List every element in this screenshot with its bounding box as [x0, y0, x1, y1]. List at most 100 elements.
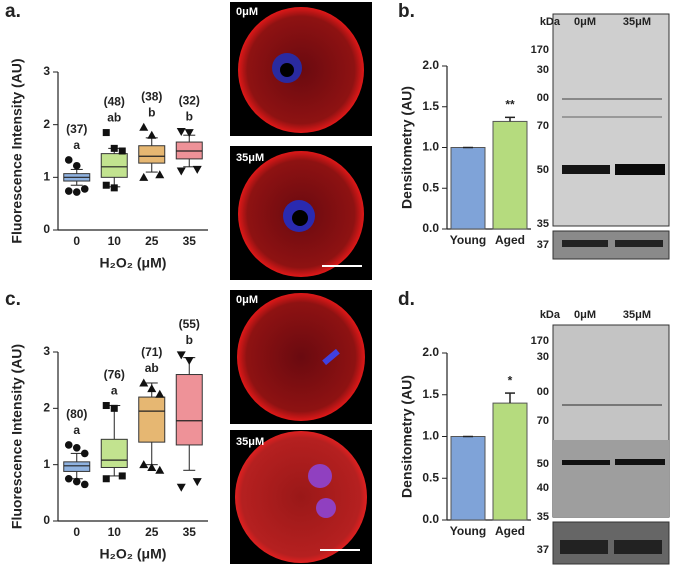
x-tick-label: 25: [145, 525, 159, 539]
y-tick-label: 0.5: [422, 470, 439, 484]
outlier: [192, 165, 202, 174]
western-blot: kDa 0μM 35μM 37: [537, 309, 670, 565]
micrograph: 35μM: [230, 430, 372, 564]
y-tick-label: 0: [43, 222, 50, 236]
x-tick-label: 25: [145, 234, 159, 248]
bar: [492, 120, 528, 230]
x-tick-label: 0: [73, 234, 80, 248]
outlier: [118, 472, 126, 480]
blot-header: kDa: [540, 16, 561, 28]
bar: [450, 436, 486, 521]
panel-label: b.: [398, 1, 415, 22]
x-tick-label: 35: [183, 525, 197, 539]
y-axis-label: Fluorescence Intensity (AU): [9, 58, 25, 243]
outlier: [139, 172, 149, 181]
bar: [450, 147, 486, 230]
group-letter: b: [148, 105, 155, 119]
blot-header: kDa: [540, 309, 561, 321]
outlier: [176, 483, 186, 492]
x-tick-label: Aged: [495, 524, 525, 538]
western-blot: kDa 0μM 35μM 37: [537, 13, 670, 260]
outlier: [139, 122, 149, 131]
x-axis-label: H₂O₂ (μM): [100, 255, 167, 271]
blot-marker: 70: [537, 120, 549, 132]
outlier: [102, 181, 110, 189]
y-tick-label: 3: [43, 344, 50, 358]
blot-marker: 170: [531, 44, 549, 56]
y-tick-label: 0: [43, 513, 50, 527]
outlier: [155, 389, 165, 398]
outlier: [102, 402, 110, 410]
outlier: [139, 460, 149, 469]
significance: **: [505, 98, 515, 112]
blot-marker: 30: [537, 351, 549, 363]
panel-label: a.: [5, 1, 21, 22]
x-tick-label: Young: [450, 524, 486, 538]
panel-label: d.: [398, 289, 415, 310]
group-letter: ab: [145, 361, 159, 375]
significance: *: [508, 373, 513, 387]
y-tick-label: 3: [43, 64, 50, 78]
y-tick-label: 1.5: [422, 387, 439, 401]
box: [100, 153, 128, 178]
group-letter: a: [73, 423, 80, 437]
outlier: [72, 443, 81, 452]
x-tick-label: Young: [450, 233, 486, 247]
outlier: [176, 167, 186, 176]
bar: [492, 402, 528, 521]
box: [100, 438, 128, 468]
x-tick-label: 0: [73, 525, 80, 539]
group-count: (71): [141, 345, 162, 359]
outlier: [147, 384, 157, 393]
outlier: [155, 465, 165, 474]
y-tick-label: 1.0: [422, 140, 439, 154]
outlier: [110, 144, 118, 152]
outlier: [110, 184, 118, 192]
outlier: [72, 477, 81, 486]
outlier: [147, 462, 157, 471]
outlier: [80, 185, 89, 193]
blot-marker: 35: [537, 218, 549, 230]
blot-marker: 50: [537, 164, 549, 176]
blot-marker: 00: [537, 386, 549, 398]
y-tick-label: 2.0: [422, 345, 439, 359]
micrograph: 0μM: [230, 290, 372, 424]
micrograph-label: 35μM: [236, 436, 264, 448]
group-letter: ab: [107, 111, 121, 125]
group-count: (76): [104, 368, 125, 382]
outlier: [102, 129, 110, 137]
blot-marker: 30: [537, 64, 549, 76]
box: [138, 396, 166, 443]
y-tick-label: 1: [43, 457, 50, 471]
blot-marker: 50: [537, 458, 549, 470]
outlier: [147, 130, 157, 139]
outlier: [64, 441, 73, 449]
outlier: [80, 480, 89, 489]
y-tick-label: 2: [43, 117, 50, 131]
box: [63, 461, 91, 472]
group-count: (55): [179, 317, 200, 331]
group-count: (32): [179, 94, 200, 108]
group-count: (80): [66, 407, 87, 421]
outlier: [64, 156, 73, 164]
x-tick-label: Aged: [495, 233, 525, 247]
micrograph-label: 35μM: [236, 152, 264, 164]
x-tick-label: 10: [108, 525, 122, 539]
box: [175, 374, 203, 446]
group-letter: a: [111, 384, 118, 398]
y-tick-label: 0.5: [422, 180, 439, 194]
outlier: [102, 475, 110, 483]
micrograph: 0μM: [230, 2, 372, 136]
y-axis-label: Densitometry (AU): [399, 375, 415, 498]
group-letter: b: [186, 110, 193, 124]
micrograph-label: 0μM: [236, 6, 258, 18]
y-axis-label: Densitometry (AU): [399, 86, 415, 209]
x-axis-label: H₂O₂ (μM): [100, 546, 167, 562]
group-letter: b: [186, 333, 193, 347]
loading-marker: 37: [537, 544, 549, 556]
group-count: (48): [104, 95, 125, 109]
lane-label: 0μM: [574, 309, 596, 321]
blot-marker: 00: [537, 92, 549, 104]
lane-label: 35μM: [623, 309, 651, 321]
